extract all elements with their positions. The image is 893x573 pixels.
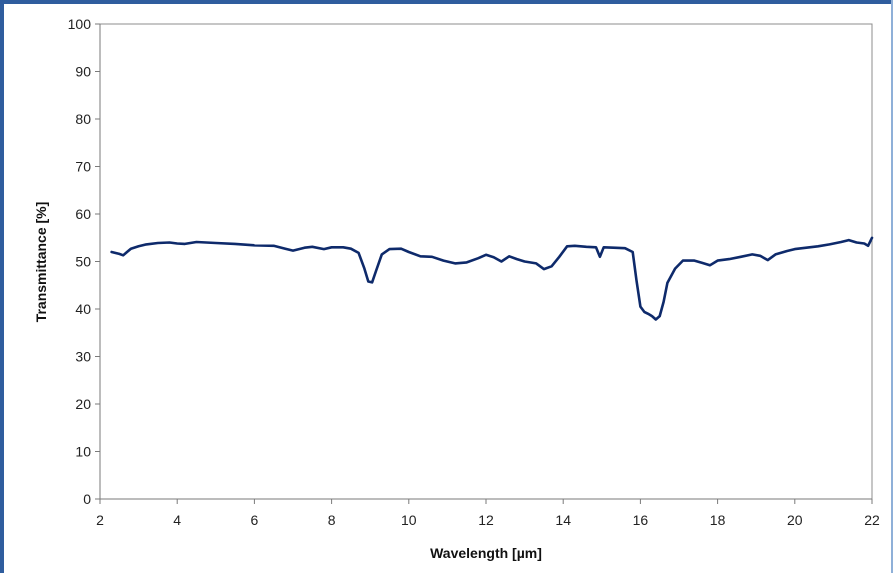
y-tick-label: 40 [75,301,91,317]
frame-right-border [891,0,893,573]
y-tick-label: 70 [75,159,91,175]
y-tick-label: 20 [75,396,91,412]
x-tick-label: 8 [328,512,336,528]
y-tick-label: 80 [75,111,91,127]
plot-area-border [99,23,873,500]
labels-layer: Wavelength [µm] Transmittance [%] [33,202,542,561]
x-axis-title: Wavelength [µm] [430,545,542,561]
y-tick-label: 90 [75,64,91,80]
x-tick-label: 14 [555,512,571,528]
x-tick-label: 10 [401,512,417,528]
x-tick-label: 22 [864,512,880,528]
x-tick-label: 6 [251,512,259,528]
frame-top-border [0,0,893,4]
x-tick-label: 16 [633,512,649,528]
series-layer [110,236,874,321]
y-tick-label: 60 [75,206,91,222]
x-tick-label: 2 [96,512,104,528]
x-tick-label: 20 [787,512,803,528]
y-tick-label: 0 [83,491,91,507]
y-tick-label: 50 [75,254,91,270]
y-axis-title: Transmittance [%] [33,202,49,323]
axes-layer: 0 10 20 30 40 50 60 70 80 90 100 2 4 6 8 10 12 14 16 18 20 22 [68,16,880,528]
x-tick-label: 4 [173,512,181,528]
x-tick-label: 18 [710,512,726,528]
y-tick-label: 30 [75,349,91,365]
y-tick-label: 100 [68,16,92,32]
frame-left-border [0,0,4,573]
x-tick-label: 12 [478,512,494,528]
y-tick-label: 10 [75,444,91,460]
series-line-transmittance [110,236,874,321]
